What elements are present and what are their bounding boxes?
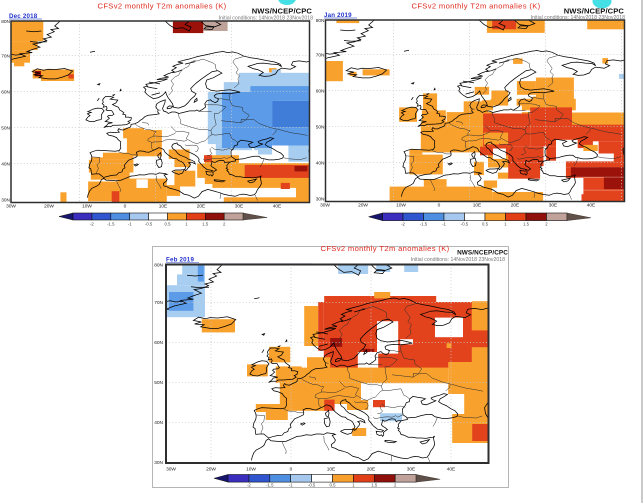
svg-text:10W: 10W bbox=[246, 467, 256, 473]
svg-text:-1: -1 bbox=[442, 222, 446, 227]
svg-text:-0.5: -0.5 bbox=[461, 222, 469, 227]
svg-text:70N: 70N bbox=[316, 52, 325, 58]
svg-text:50N: 50N bbox=[1, 125, 10, 131]
svg-text:CFSv2 monthly T2m anomalies (K: CFSv2 monthly T2m anomalies (K) bbox=[320, 244, 449, 253]
svg-text:-0.5: -0.5 bbox=[145, 222, 153, 227]
svg-text:70N: 70N bbox=[154, 300, 163, 306]
svg-text:-2: -2 bbox=[90, 222, 94, 227]
svg-text:-1.5: -1.5 bbox=[107, 222, 115, 227]
svg-text:40N: 40N bbox=[1, 161, 10, 167]
svg-text:-1: -1 bbox=[128, 222, 132, 227]
svg-text:-2: -2 bbox=[247, 483, 251, 488]
svg-text:30N: 30N bbox=[1, 197, 10, 203]
svg-text:-1.5: -1.5 bbox=[266, 483, 274, 488]
svg-text:-0.5: -0.5 bbox=[308, 483, 316, 488]
svg-text:CFSv2 monthly T2m anomalies (K: CFSv2 monthly T2m anomalies (K) bbox=[411, 2, 540, 11]
svg-text:60N: 60N bbox=[1, 89, 10, 95]
svg-text:-1: -1 bbox=[289, 483, 293, 488]
svg-text:Initial conditions: 14Nov2018: Initial conditions: 14Nov2018 23Nov2018 bbox=[531, 15, 625, 21]
svg-text:30E: 30E bbox=[549, 203, 558, 209]
svg-text:-1.5: -1.5 bbox=[420, 222, 428, 227]
svg-text:10W: 10W bbox=[396, 203, 406, 209]
svg-text:1.5: 1.5 bbox=[202, 222, 209, 227]
svg-text:2: 2 bbox=[223, 222, 226, 227]
svg-text:40N: 40N bbox=[154, 420, 163, 426]
svg-text:Initial conditions: 14Nov2018: Initial conditions: 14Nov2018 23Nov2018 bbox=[219, 16, 313, 22]
svg-text:40N: 40N bbox=[316, 160, 325, 166]
svg-text:CFSv2 monthly T2m anomalies (K: CFSv2 monthly T2m anomalies (K) bbox=[97, 2, 226, 11]
svg-text:40E: 40E bbox=[447, 467, 456, 473]
svg-text:50N: 50N bbox=[154, 380, 163, 386]
svg-text:80N: 80N bbox=[1, 19, 10, 25]
svg-text:20W: 20W bbox=[206, 467, 216, 473]
svg-text:80N: 80N bbox=[154, 262, 163, 268]
svg-text:20W: 20W bbox=[44, 204, 54, 210]
svg-text:20W: 20W bbox=[358, 203, 368, 209]
svg-text:1.5: 1.5 bbox=[523, 222, 530, 227]
svg-text:60N: 60N bbox=[316, 88, 325, 94]
svg-text:NWS/NCEP/CPC: NWS/NCEP/CPC bbox=[457, 250, 508, 257]
svg-text:10E: 10E bbox=[327, 467, 336, 473]
svg-text:40E: 40E bbox=[273, 204, 282, 210]
svg-text:80N: 80N bbox=[316, 18, 325, 24]
svg-text:30N: 30N bbox=[154, 460, 163, 466]
svg-text:1: 1 bbox=[185, 222, 188, 227]
svg-text:20E: 20E bbox=[511, 203, 520, 209]
svg-text:0: 0 bbox=[438, 203, 441, 209]
svg-text:2: 2 bbox=[394, 483, 397, 488]
svg-text:70N: 70N bbox=[1, 53, 10, 59]
svg-text:20E: 20E bbox=[367, 467, 376, 473]
svg-text:-2: -2 bbox=[401, 222, 405, 227]
svg-text:2: 2 bbox=[545, 222, 548, 227]
svg-text:30N: 30N bbox=[316, 196, 325, 202]
svg-text:30W: 30W bbox=[6, 204, 16, 210]
svg-text:60N: 60N bbox=[154, 340, 163, 346]
svg-text:NWS/NCEP/CPC: NWS/NCEP/CPC bbox=[564, 7, 625, 16]
svg-text:0: 0 bbox=[290, 467, 293, 473]
svg-text:50N: 50N bbox=[316, 124, 325, 130]
svg-text:30W: 30W bbox=[166, 467, 176, 473]
svg-text:0.5: 0.5 bbox=[330, 483, 337, 488]
svg-text:20E: 20E bbox=[197, 204, 206, 210]
svg-text:Dec 2018: Dec 2018 bbox=[9, 13, 38, 20]
svg-text:30E: 30E bbox=[235, 204, 244, 210]
svg-text:0.5: 0.5 bbox=[482, 222, 489, 227]
svg-text:NWS/NCEP/CPC: NWS/NCEP/CPC bbox=[252, 7, 313, 16]
svg-text:1: 1 bbox=[504, 222, 507, 227]
svg-text:30E: 30E bbox=[407, 467, 416, 473]
svg-text:30W: 30W bbox=[320, 203, 330, 209]
svg-text:10W: 10W bbox=[82, 204, 92, 210]
svg-text:Feb 2019: Feb 2019 bbox=[166, 257, 194, 264]
svg-text:0: 0 bbox=[124, 204, 127, 210]
svg-text:1: 1 bbox=[352, 483, 355, 488]
svg-text:10E: 10E bbox=[473, 203, 482, 209]
svg-text:1.5: 1.5 bbox=[371, 483, 378, 488]
svg-text:10E: 10E bbox=[159, 204, 168, 210]
svg-text:0.5: 0.5 bbox=[165, 222, 172, 227]
svg-text:Jan 2019: Jan 2019 bbox=[324, 12, 352, 19]
svg-text:Initial conditions: 14Nov2018: Initial conditions: 14Nov2018 23Nov2018 bbox=[411, 257, 505, 263]
svg-text:40E: 40E bbox=[587, 203, 596, 209]
